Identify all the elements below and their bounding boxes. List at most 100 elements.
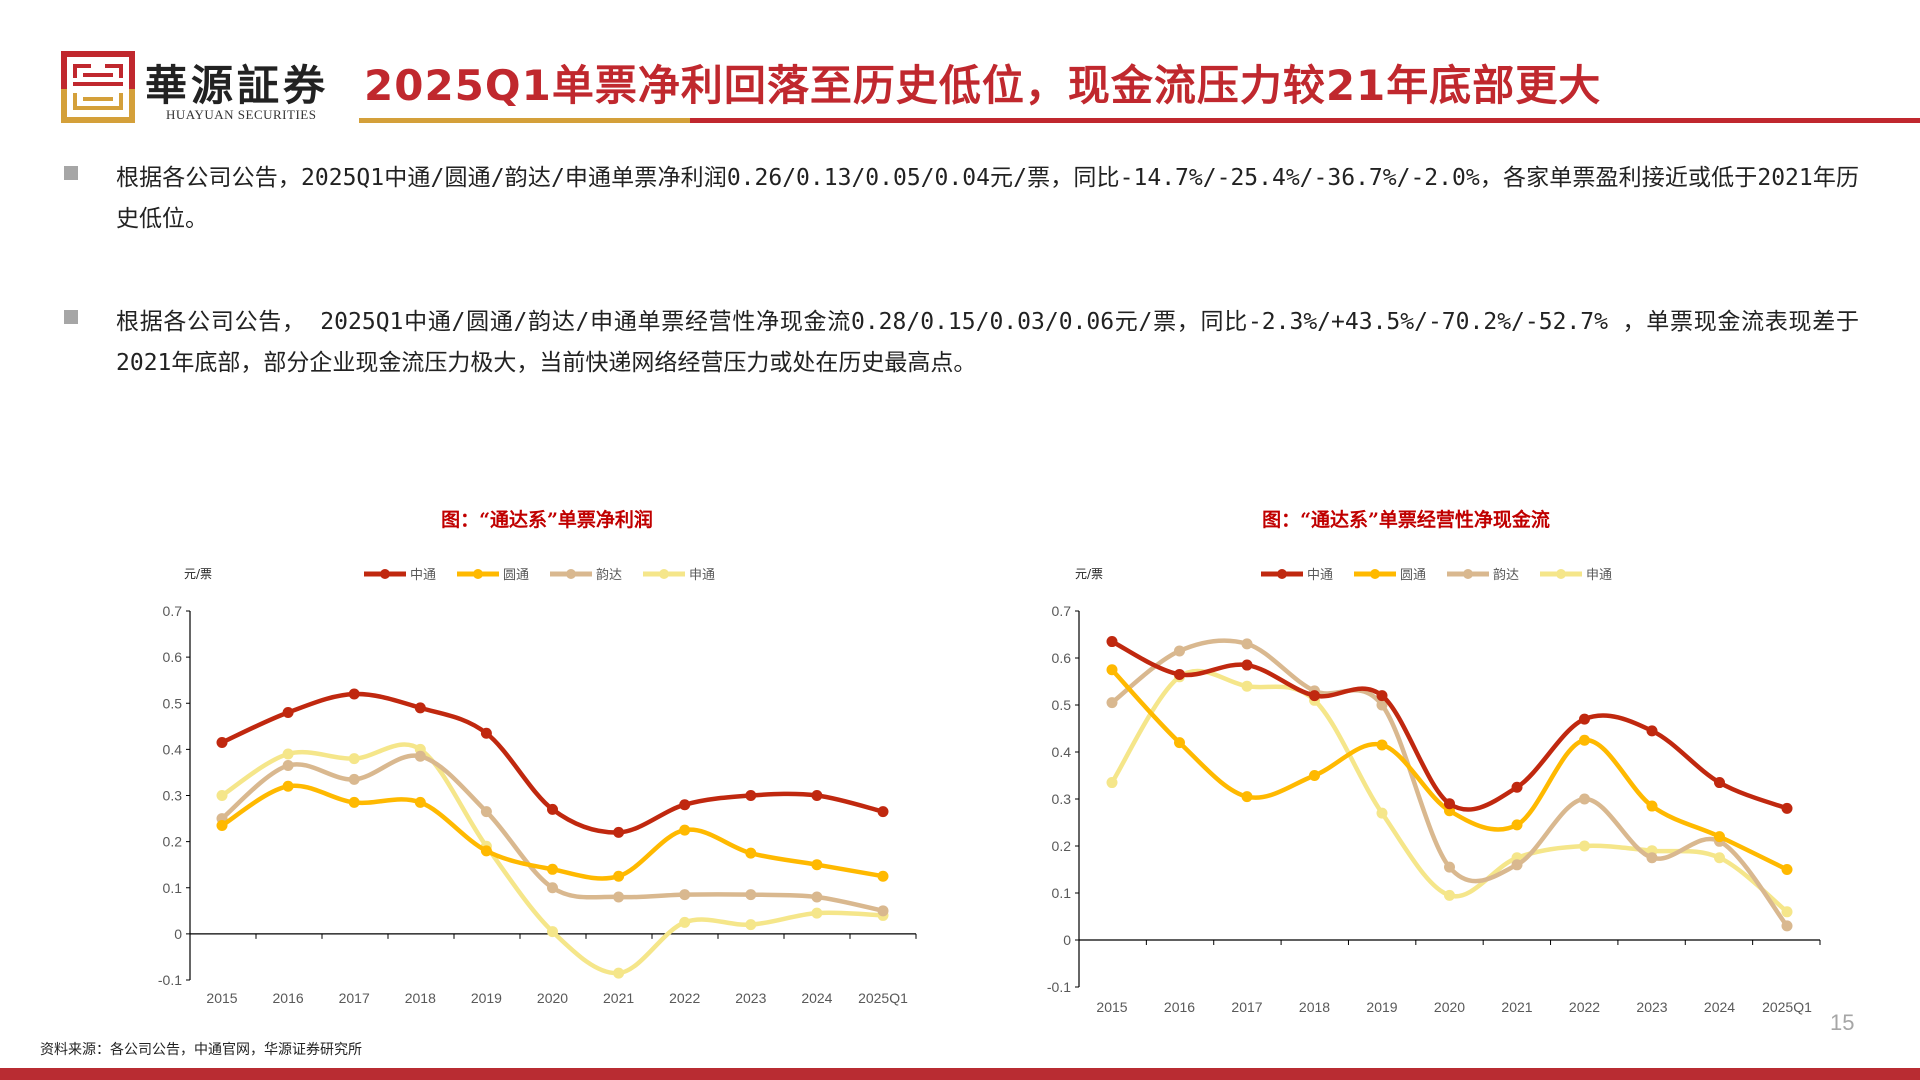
series-2: [1106, 664, 1793, 875]
x-tick-label: 2020: [1434, 999, 1465, 1015]
x-tick-label: 2022: [1569, 999, 1600, 1015]
series-line: [1109, 667, 1790, 872]
data-point: [1579, 713, 1590, 725]
legend-marker: [473, 569, 483, 579]
legend-label: 申通: [689, 568, 715, 583]
data-point: [1241, 791, 1253, 803]
data-point: [1376, 739, 1388, 751]
legend-label: 申通: [1586, 568, 1612, 583]
data-point: [1241, 659, 1253, 671]
data-point: [811, 790, 823, 801]
data-point: [480, 806, 492, 818]
x-tick-label: 2017: [339, 990, 370, 1006]
x-tick-label: 2023: [1636, 999, 1667, 1015]
data-point: [613, 967, 625, 979]
data-point: [877, 806, 889, 818]
data-point: [1511, 819, 1523, 831]
legend-item: 中通: [364, 568, 436, 583]
y-tick-label: 0.1: [163, 880, 183, 896]
data-point: [1646, 800, 1658, 812]
data-point: [414, 702, 426, 714]
bullet-point: 根据各公司公告， 2025Q1中通/圆通/韵达/申通单票经营性净现金流0.28/…: [64, 302, 1859, 384]
huayuan-logo: [61, 51, 135, 123]
x-tick-label: 2023: [735, 990, 766, 1006]
data-point: [414, 796, 426, 808]
chart-title: 图：“通达系”单票经营性净现金流: [1262, 508, 1550, 531]
data-point: [679, 824, 691, 836]
data-point: [745, 919, 757, 931]
x-tick-label: 2020: [537, 990, 568, 1006]
bullet-text: 根据各公司公告，2025Q1中通/圆通/韵达/申通单票净利润0.26/0.13/…: [116, 165, 1859, 232]
x-tick-label: 2025Q1: [858, 990, 908, 1006]
x-tick-label: 2019: [471, 990, 502, 1006]
y-tick-label: 0.7: [1052, 603, 1072, 619]
data-point: [679, 889, 691, 901]
series-line: [219, 753, 886, 914]
title-underline-red: [690, 118, 1920, 123]
data-point: [1106, 636, 1118, 648]
data-point: [547, 926, 558, 938]
legend-item: 韵达: [550, 568, 622, 583]
page-title: 2025Q1单票净利回落至历史低位，现金流压力较21年底部更大: [364, 61, 1602, 110]
legend-marker: [380, 569, 390, 579]
legend-marker: [1463, 569, 1473, 579]
data-point: [480, 727, 492, 739]
data-point: [282, 760, 294, 772]
legend-item: 圆通: [1354, 568, 1426, 583]
legend-label: 韵达: [596, 568, 622, 583]
x-tick-label: 2017: [1231, 999, 1262, 1015]
series-line: [1109, 638, 1790, 929]
data-point: [1241, 638, 1253, 650]
y-tick-label: 0.6: [1052, 650, 1072, 666]
data-point: [216, 790, 228, 801]
data-point: [679, 799, 691, 811]
data-point: [1174, 737, 1185, 749]
data-point: [282, 780, 294, 792]
data-point: [348, 688, 360, 700]
legend-label: 中通: [1307, 568, 1333, 583]
data-point: [1174, 645, 1185, 657]
legend-item: 中通: [1261, 568, 1333, 583]
data-point: [216, 736, 228, 748]
chart-title: 图：“通达系”单票净利润: [441, 508, 653, 531]
legend-marker: [1277, 569, 1287, 579]
x-tick-label: 2019: [1366, 999, 1397, 1015]
data-point: [547, 863, 558, 875]
x-tick-label: 2016: [273, 990, 304, 1006]
data-point: [480, 845, 492, 857]
legend-label: 韵达: [1493, 568, 1519, 583]
y-tick-label: 0.2: [1052, 838, 1072, 854]
data-point: [745, 889, 757, 901]
brand-name-en: HUAYUAN SECURITIES: [166, 107, 317, 122]
data-point: [1376, 699, 1388, 711]
data-point: [745, 847, 757, 859]
data-point: [1444, 861, 1455, 873]
data-point: [1511, 859, 1523, 871]
x-tick-label: 2022: [669, 990, 700, 1006]
data-point: [1376, 690, 1388, 702]
data-point: [1781, 920, 1793, 932]
data-point: [547, 803, 558, 815]
data-point: [811, 907, 823, 919]
y-axis-unit: 元/票: [1075, 567, 1103, 581]
y-tick-label: 0.5: [1052, 697, 1072, 713]
y-tick-label: 0.4: [163, 741, 183, 757]
x-tick-label: 2024: [801, 990, 832, 1006]
x-tick-label: 2016: [1164, 999, 1195, 1015]
data-point: [1241, 680, 1253, 692]
y-tick-label: -0.1: [158, 972, 182, 988]
data-point: [1714, 777, 1725, 789]
legend-marker: [1556, 569, 1566, 579]
series-1: [216, 688, 889, 838]
y-tick-label: 0.2: [163, 834, 183, 850]
title-underline-gold: [359, 118, 690, 123]
data-point: [1781, 802, 1793, 814]
y-tick-label: 0.7: [163, 603, 183, 619]
legend-marker: [659, 569, 669, 579]
legend-item: 申通: [643, 568, 715, 583]
legend-marker: [1370, 569, 1380, 579]
y-tick-label: -0.1: [1047, 979, 1071, 995]
data-point: [811, 891, 823, 903]
data-point: [1714, 831, 1725, 843]
data-point: [1106, 777, 1118, 789]
